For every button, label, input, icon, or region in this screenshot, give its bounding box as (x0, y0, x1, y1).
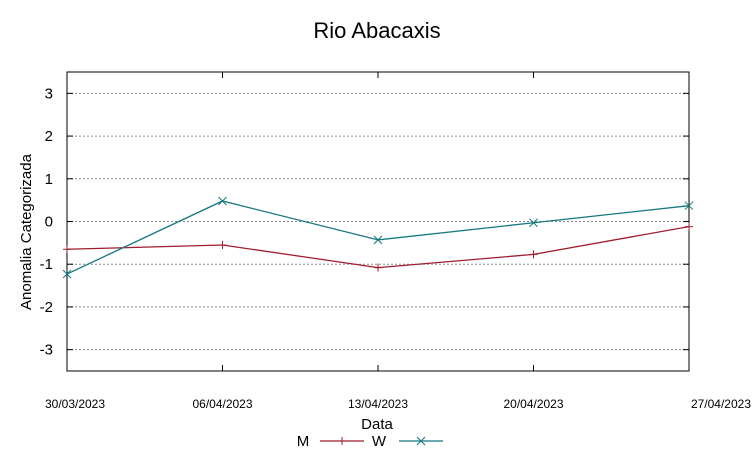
y-tick-label: -3 (40, 342, 53, 359)
grid-lines (67, 92, 689, 351)
data-point-marker (373, 235, 383, 245)
y-tick-label: 0 (45, 214, 53, 231)
x-tick-label: 30/03/2023 (45, 397, 105, 411)
x-tick-label: 20/04/2023 (503, 397, 563, 411)
x-tick-label: 13/04/2023 (348, 397, 408, 411)
data-point-marker (416, 436, 426, 446)
series-line-M (66, 225, 690, 269)
data-point-marker (529, 218, 538, 228)
x-axis-ticks: 30/03/2023 06/04/2023 13/04/2023 20/04/2023… (45, 72, 751, 411)
y-axis-ticks: 3 2 1 0 -1 -2 -3 (40, 85, 689, 359)
series-line-W (66, 200, 690, 275)
x-tick-label: 06/04/2023 (192, 397, 252, 411)
data-point-marker (684, 201, 694, 211)
x-tick-label: 27/04/2023 (691, 397, 751, 411)
y-tick-label: 3 (45, 85, 53, 102)
y-tick-label: 2 (45, 128, 53, 145)
data-point-marker (218, 196, 227, 206)
x-axis-label: Data (361, 416, 393, 433)
chart-title: Rio Abacaxis (313, 18, 440, 43)
series-layer (62, 196, 694, 279)
y-tick-label: -1 (40, 256, 53, 273)
data-point-marker (62, 269, 72, 279)
legend-label-W: W (372, 433, 387, 450)
y-tick-label: 1 (45, 171, 53, 188)
y-axis-label: Anomalia Categorizada (18, 153, 35, 310)
y-tick-label: -2 (40, 299, 53, 316)
legend-label-M: M (297, 433, 310, 450)
